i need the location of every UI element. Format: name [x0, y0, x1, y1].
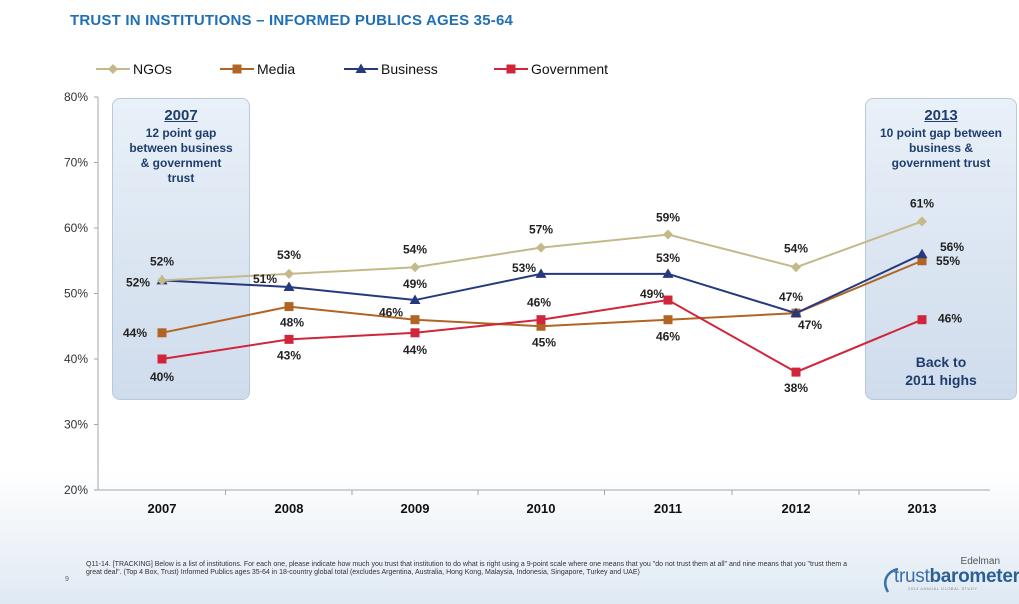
data-label-government-2013: 46%: [938, 312, 962, 326]
marker-government-2013: [917, 315, 927, 325]
marker-government-2009: [410, 328, 420, 338]
x-tick-label-2009: 2009: [401, 501, 430, 516]
data-label-government-2009: 44%: [403, 343, 427, 357]
marker-government-2008: [284, 334, 294, 344]
edelman-trustbarometer-logo: Edelman trustbarometer 2013 ANNUAL GLOBA…: [880, 556, 1019, 596]
data-label-media-2011: 46%: [656, 330, 680, 344]
data-label-media-2009: 46%: [379, 306, 403, 320]
data-label-business-2013: 56%: [940, 240, 964, 254]
data-label-ngos-2013: 61%: [910, 196, 934, 210]
data-label-ngos-2010: 57%: [529, 223, 553, 237]
background-gradient: [0, 470, 1019, 604]
marker-media-2013: [917, 256, 927, 266]
marker-business-2011: [662, 268, 674, 278]
legend-item-media: Media: [220, 61, 295, 77]
logo-edelman-text: Edelman: [960, 556, 1000, 567]
data-label-media-2008: 48%: [280, 316, 304, 330]
data-label-government-2007: 40%: [150, 370, 174, 384]
marker-ngos-2010: [536, 242, 546, 253]
data-label-media-2012: 47%: [798, 318, 822, 332]
y-tick-label-40: 40%: [64, 352, 88, 366]
logo-wordmark-b: barometer: [929, 566, 1019, 587]
legend-label-ngos: NGOs: [133, 61, 172, 77]
legend-item-business: Business: [344, 61, 438, 77]
marker-government-2007: [157, 354, 167, 364]
marker-ngos-2007: [157, 275, 167, 286]
legend-marker-government: [494, 64, 528, 74]
footnote: Q11-14. [TRACKING] Below is a list of in…: [86, 561, 847, 576]
data-label-government-2011: 49%: [640, 287, 664, 301]
data-label-media-2013: 55%: [936, 254, 960, 268]
legend-label-media: Media: [257, 61, 296, 77]
marker-ngos-2008: [284, 268, 294, 279]
callout-2013: 2013 10 point gap between business & gov…: [865, 98, 1017, 400]
page-number: 9: [65, 576, 69, 583]
marker-media-2007: [157, 328, 167, 338]
data-label-government-2008: 43%: [277, 348, 301, 362]
legend-marker-business: [344, 63, 378, 73]
legend-label-business: Business: [381, 61, 438, 77]
data-label-ngos-2007: 52%: [150, 254, 174, 268]
marker-business-2013: [916, 248, 928, 259]
data-label-ngos-2011: 59%: [656, 211, 680, 225]
marker-business-2009: [409, 294, 421, 305]
marker-business-2010: [535, 268, 547, 278]
data-label-government-2010: 46%: [527, 296, 551, 310]
y-tick-label-20: 20%: [64, 483, 88, 497]
callout-2013-bottom-text: Back to 2011 highs: [905, 354, 977, 388]
y-tick-label-50: 50%: [64, 287, 88, 301]
x-tick-label-2007: 2007: [148, 501, 177, 516]
x-tick-label-2008: 2008: [275, 501, 304, 516]
legend-marker-media: [220, 64, 254, 74]
data-label-business-2008: 51%: [253, 272, 277, 286]
marker-ngos-2009: [410, 262, 420, 273]
data-label-business-2012: 47%: [779, 290, 803, 304]
logo-wordmark: trustbarometer: [894, 566, 1019, 588]
marker-ngos-2011: [663, 229, 673, 240]
y-tick-label-60: 60%: [64, 221, 88, 235]
data-label-government-2012: 38%: [784, 381, 808, 395]
data-label-business-2007: 52%: [126, 275, 150, 289]
legend-label-government: Government: [531, 61, 609, 77]
callout-2007-text: 12 point gap between business & governme…: [129, 126, 233, 185]
data-label-business-2010: 53%: [512, 261, 536, 275]
marker-government-2012: [791, 367, 801, 377]
marker-media-2009: [410, 315, 420, 325]
marker-government-2010: [536, 315, 546, 325]
logo-tagline: 2013 ANNUAL GLOBAL STUDY: [908, 586, 978, 591]
marker-government-2011: [663, 295, 673, 305]
y-tick-label-30: 30%: [64, 418, 88, 432]
y-tick-label-70: 70%: [64, 156, 88, 170]
x-tick-label-2010: 2010: [527, 501, 556, 516]
chart-title: TRUST IN INSTITUTIONS – INFORMED PUBLICS…: [70, 12, 514, 29]
logo-swoosh-icon: [884, 567, 899, 593]
callout-2007-year: 2007: [164, 107, 198, 124]
data-label-media-2010: 45%: [532, 335, 556, 349]
x-tick-label-2011: 2011: [654, 501, 682, 516]
y-tick-label-80: 80%: [64, 90, 88, 104]
marker-media-2010: [536, 321, 546, 331]
data-label-business-2011: 53%: [656, 251, 680, 265]
x-tick-label-2012: 2012: [782, 501, 811, 516]
data-label-ngos-2009: 54%: [403, 242, 427, 256]
marker-business-2012: [790, 307, 802, 318]
logo-wordmark-a: trust: [894, 566, 930, 587]
marker-media-2011: [663, 315, 673, 325]
x-tick-label-2013: 2013: [908, 501, 937, 516]
callout-2013-text: 10 point gap between business & governme…: [879, 126, 1002, 170]
legend-item-government: Government: [494, 61, 608, 77]
marker-business-2008: [283, 281, 295, 291]
marker-media-2008: [284, 302, 294, 312]
legend-marker-ngos: [96, 64, 130, 74]
legend-item-ngos: NGOs: [96, 61, 172, 77]
data-label-media-2007: 44%: [123, 326, 147, 340]
data-label-business-2009: 49%: [403, 277, 427, 291]
marker-ngos-2013: [917, 216, 927, 227]
callout-2013-year: 2013: [924, 107, 958, 124]
data-label-ngos-2012: 54%: [784, 241, 808, 255]
marker-ngos-2012: [791, 262, 801, 273]
data-label-ngos-2008: 53%: [277, 248, 301, 262]
